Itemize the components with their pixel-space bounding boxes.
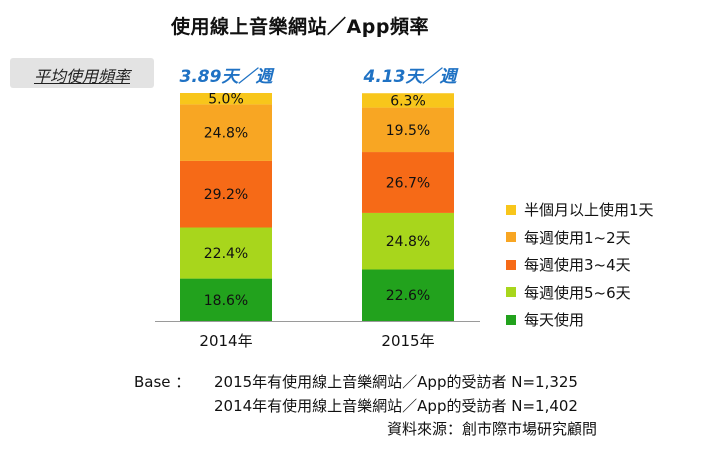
legend-item: 每週使用3~4天 bbox=[506, 251, 654, 279]
data-label-2014年-1: 18.6% bbox=[204, 293, 248, 309]
legend-swatch bbox=[506, 287, 516, 298]
legend-swatch bbox=[506, 259, 516, 270]
legend-item: 每週使用5~6天 bbox=[506, 279, 654, 307]
average-frequency-2014: 3.89天／週 bbox=[179, 67, 273, 87]
average-frequency-box: 平均使用頻率 bbox=[10, 58, 154, 88]
data-label-2015年-3: 26.7% bbox=[386, 175, 430, 191]
data-label-2014年-2: 22.4% bbox=[204, 246, 248, 262]
legend-swatch bbox=[506, 314, 516, 325]
bar-segment-2014年-5 bbox=[180, 93, 272, 105]
data-label-2014年-5: 5.0% bbox=[208, 92, 244, 108]
legend-label: 半個月以上使用1天 bbox=[524, 201, 654, 220]
bar-segment-2014年-1 bbox=[180, 278, 272, 321]
average-frequency-label: 平均使用頻率 bbox=[33, 67, 130, 86]
legend-label: 每週使用5~6天 bbox=[524, 283, 631, 302]
bar-segment-2014年-4 bbox=[180, 104, 272, 161]
footer-source: 資料來源：創市際市場研究顧問 bbox=[387, 420, 598, 438]
average-frequency-2015: 4.13天／週 bbox=[363, 67, 457, 87]
chart-legend: 半個月以上使用1天 每週使用1~2天 每週使用3~4天 每週使用5~6天 每天使用 bbox=[506, 196, 654, 334]
bar-segment-2015年-3 bbox=[362, 152, 454, 213]
bar-segment-2015年-4 bbox=[362, 107, 454, 153]
legend-label: 每週使用1~2天 bbox=[524, 228, 631, 247]
x-tick-label-2: 2015年 bbox=[381, 332, 434, 350]
bar-segment-2015年-2 bbox=[362, 212, 454, 270]
legend-item: 每天使用 bbox=[506, 306, 654, 334]
data-label-2014年-4: 24.8% bbox=[204, 126, 248, 142]
bar-segment-2014年-3 bbox=[180, 160, 272, 228]
data-label-2015年-4: 19.5% bbox=[386, 123, 430, 139]
footer-base-line-1: 2015年有使用線上音樂網站／App的受訪者 N=1,325 bbox=[214, 373, 578, 391]
footer-base-label: Base ： bbox=[134, 373, 191, 391]
legend-label: 每週使用3~4天 bbox=[524, 256, 631, 275]
bar-segment-2015年-5 bbox=[362, 93, 454, 108]
legend-label: 每天使用 bbox=[524, 311, 585, 330]
legend-item: 半個月以上使用1天 bbox=[506, 196, 654, 224]
data-label-2015年-1: 22.6% bbox=[386, 288, 430, 304]
data-label-2014年-3: 29.2% bbox=[204, 187, 248, 203]
data-label-2015年-5: 6.3% bbox=[390, 93, 426, 109]
x-tick-label-1: 2014年 bbox=[199, 332, 252, 350]
legend-item: 每週使用1~2天 bbox=[506, 224, 654, 252]
legend-swatch bbox=[506, 204, 516, 215]
bar-segment-2014年-2 bbox=[180, 227, 272, 279]
legend-swatch bbox=[506, 232, 516, 243]
footer-base-line-2: 2014年有使用線上音樂網站／App的受訪者 N=1,402 bbox=[214, 397, 578, 415]
bar-segment-2015年-1 bbox=[362, 269, 454, 321]
chart-title: 使用線上音樂網站／App頻率 bbox=[171, 16, 429, 38]
data-label-2015年-2: 24.8% bbox=[386, 234, 430, 250]
